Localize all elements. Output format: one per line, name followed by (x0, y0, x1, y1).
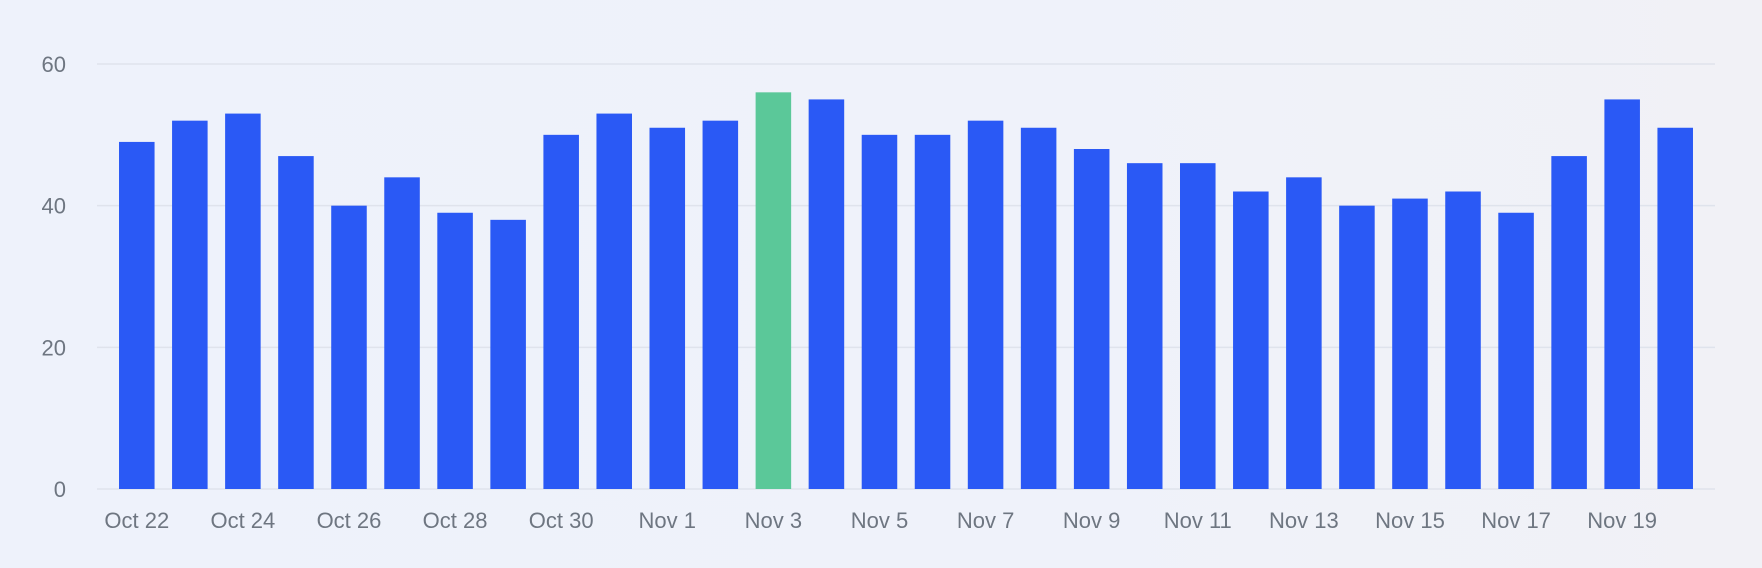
x-tick-label: Nov 17 (1481, 508, 1551, 533)
y-tick-label: 40 (42, 194, 66, 219)
bar[interactable]: Nov 9: 48 (1073, 149, 1110, 489)
bar[interactable]: Nov 10: 46 (1126, 163, 1163, 489)
bar[interactable]: Oct 29: 38 (490, 219, 526, 490)
bar[interactable]: Nov 17: 39 (1498, 212, 1534, 489)
x-tick-label: Oct 26 (317, 508, 382, 533)
x-axis: Oct 22 Oct 24 Oct 26 Oct 28 Oct 30 Nov 1 Nov 3… (104, 508, 1657, 533)
x-tick-label: Oct 22 (104, 508, 169, 533)
x-tick-label: Nov 1 (639, 508, 696, 533)
x-tick-label: Oct 28 (423, 508, 488, 533)
x-tick-label: Oct 30 (529, 508, 594, 533)
bar[interactable]: Oct 31: 53 (596, 113, 633, 489)
bar[interactable]: Nov 20: 51 (1657, 127, 1693, 489)
bar[interactable]: Nov 7: 52 (967, 120, 1004, 490)
y-axis: 0 20 40 60 (42, 52, 66, 502)
y-tick-label: 60 (42, 52, 66, 77)
bar-highlighted[interactable]: Nov 3: 56 (755, 92, 792, 489)
bar[interactable]: Nov 18: 47 (1551, 156, 1587, 490)
bar[interactable]: Oct 26: 40 (331, 205, 367, 489)
y-tick-label: 0 (54, 477, 66, 502)
x-tick-label: Nov 11 (1164, 508, 1232, 533)
bar[interactable]: Nov 5: 50 (861, 134, 898, 490)
bar[interactable]: Oct 25: 47 (278, 156, 314, 490)
bar[interactable]: Nov 6: 50 (914, 134, 951, 490)
bar[interactable]: Oct 24: 53 (225, 113, 261, 489)
bar[interactable]: Oct 22: 49 (119, 141, 155, 489)
bar[interactable]: Nov 12: 42 (1233, 191, 1269, 490)
bar[interactable]: Nov 8: 51 (1020, 127, 1057, 489)
x-tick-label: Nov 5 (851, 508, 908, 533)
bar[interactable]: Oct 30: 50 (543, 134, 579, 490)
bar[interactable]: Nov 16: 42 (1445, 191, 1481, 490)
x-tick-label: Nov 15 (1375, 508, 1445, 533)
bar[interactable]: Nov 19: 55 (1604, 99, 1640, 490)
bar[interactable]: Oct 23: 52 (172, 120, 208, 490)
x-tick-label: Nov 19 (1587, 508, 1657, 533)
bar[interactable]: Nov 4: 55 (808, 99, 845, 490)
bar[interactable]: Oct 28: 39 (437, 212, 473, 489)
x-tick-label: Nov 9 (1063, 508, 1120, 533)
x-tick-label: Nov 3 (745, 508, 802, 533)
bar[interactable]: Nov 1: 51 (649, 127, 686, 489)
x-tick-label: Nov 7 (957, 508, 1014, 533)
x-tick-label: Nov 13 (1269, 508, 1339, 533)
y-tick-label: 20 (42, 335, 66, 360)
x-tick-label: Oct 24 (210, 508, 275, 533)
bar[interactable]: Nov 13: 44 (1286, 177, 1322, 490)
bar[interactable]: Nov 14: 40 (1339, 205, 1375, 489)
bar[interactable]: Oct 27: 44 (384, 177, 420, 490)
bar[interactable]: Nov 2: 52 (702, 120, 739, 490)
bar[interactable]: Nov 11: 46 (1179, 163, 1216, 489)
bars-layer: Oct 22: 49 Oct 23: 52 Oct 24: 53 Oct 25: 47… (119, 92, 1693, 490)
bar[interactable]: Nov 15: 41 (1392, 198, 1428, 490)
